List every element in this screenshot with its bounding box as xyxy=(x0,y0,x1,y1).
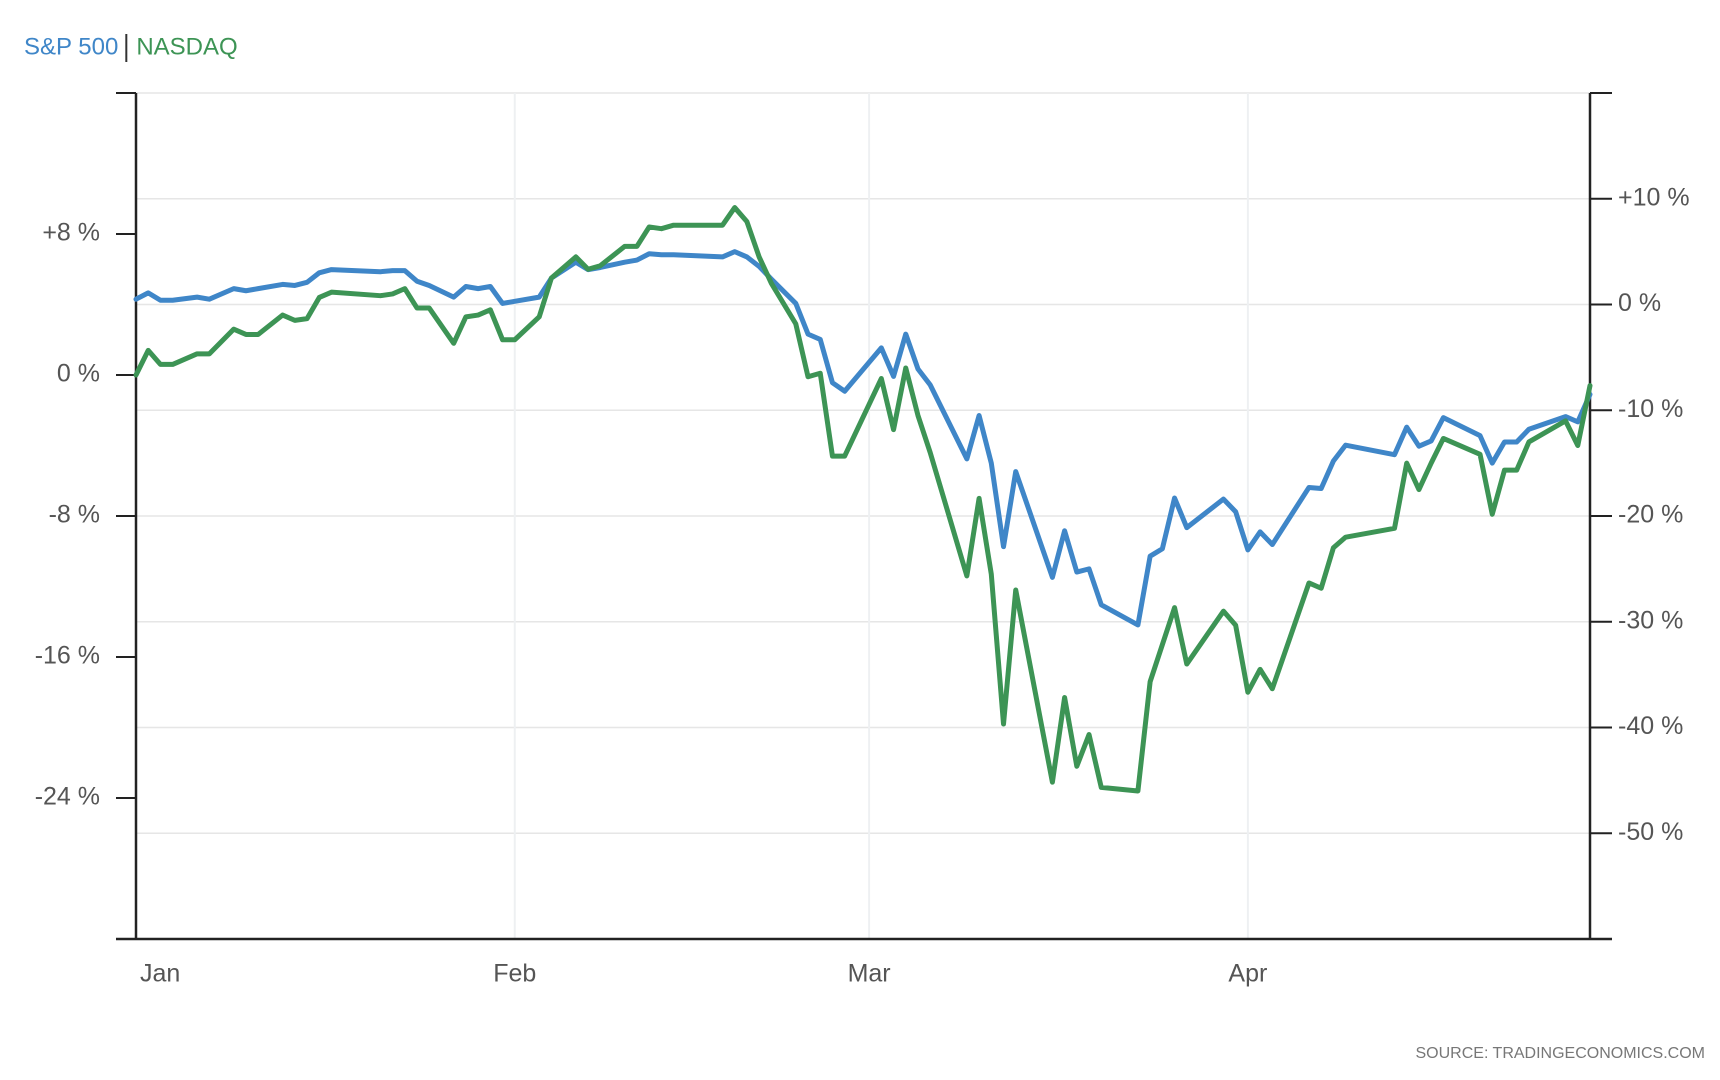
y2-tick-label: -30 % xyxy=(1618,606,1683,634)
y-tick-label: -16 % xyxy=(35,642,100,670)
series-line xyxy=(133,205,1593,794)
x-tick-label: Feb xyxy=(493,960,536,988)
y2-tick-label: -10 % xyxy=(1618,395,1683,423)
series-line xyxy=(133,249,1593,628)
x-tick-label: Mar xyxy=(848,960,891,988)
y2-tick-label: -40 % xyxy=(1618,712,1683,740)
legend-entry: NASDAQ xyxy=(136,33,237,60)
y2-tick-label: 0 % xyxy=(1618,289,1661,317)
y-tick-label: +8 % xyxy=(42,219,100,247)
y-tick-label: -24 % xyxy=(35,783,100,811)
y-tick-label: -8 % xyxy=(49,501,100,529)
y2-tick-label: -20 % xyxy=(1618,501,1683,529)
y-tick-label: 0 % xyxy=(57,360,100,388)
y2-tick-label: -50 % xyxy=(1618,818,1683,846)
legend-entry: S&P 500 xyxy=(24,33,118,60)
y2-tick-label: +10 % xyxy=(1618,183,1690,211)
source-note: SOURCE: TRADINGECONOMICS.COM xyxy=(1416,1045,1706,1062)
x-tick-label: Apr xyxy=(1228,960,1267,988)
x-tick-label: Jan xyxy=(140,960,180,988)
